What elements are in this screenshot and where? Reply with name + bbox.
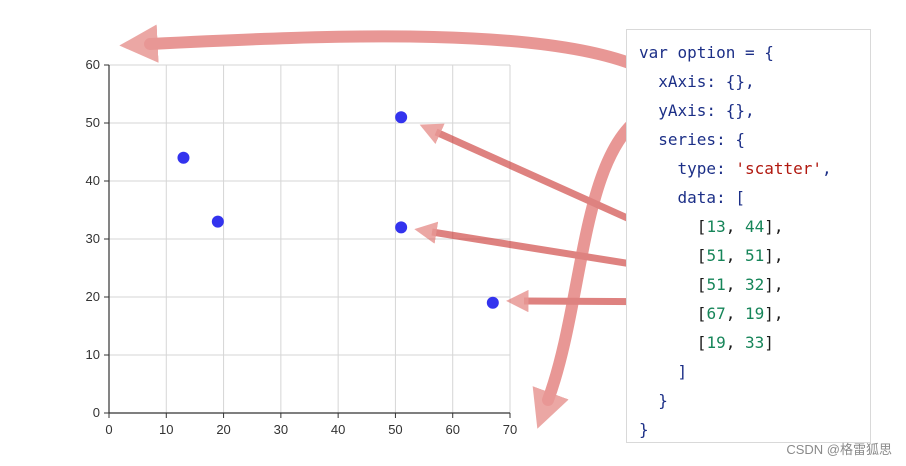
code-string: 'scatter' [735, 159, 823, 178]
code-number: 51 [744, 246, 765, 265]
code-line-data-close: ] [639, 357, 870, 386]
code-number: 19 [706, 333, 726, 352]
annotation-arrows [119, 24, 696, 429]
code-line-option: var option = { [639, 38, 870, 67]
code-text: yAxis: {}, [658, 101, 755, 120]
x-tick-label: 70 [503, 422, 517, 437]
code-text: , [725, 333, 745, 352]
code-number: 51 [706, 246, 726, 265]
code-text: [ [639, 333, 707, 352]
code-text: } [658, 391, 668, 410]
code-text: [ [639, 217, 707, 236]
code-text: , [725, 217, 745, 236]
code-text: xAxis: {}, [658, 72, 755, 91]
code-line-data-point: [51, 51], [639, 241, 870, 270]
watermark: CSDN @格雷狐思 [786, 442, 892, 457]
scatter-point [395, 111, 408, 124]
code-text: ] [764, 333, 774, 352]
code-line-yaxis: yAxis: {}, [639, 96, 870, 125]
code-text: ], [764, 246, 784, 265]
grid [109, 64, 511, 413]
x-tick-label: 0 [105, 422, 112, 437]
code-line-series: series: { [639, 125, 870, 154]
code-text: , [725, 246, 745, 265]
x-tick-label: 50 [388, 422, 402, 437]
code-text: [ [639, 246, 707, 265]
code-text: , [725, 275, 745, 294]
code-text: type: [677, 159, 736, 178]
x-tick-label: 60 [445, 422, 459, 437]
y-tick-label: 60 [86, 57, 100, 72]
arrow-option-to-chart [119, 24, 656, 78]
code-text: ] [677, 362, 688, 381]
scatter-point [211, 215, 224, 228]
tick-labels: 0 10 20 30 40 50 60 70 0 10 20 30 40 50 60 [86, 57, 518, 437]
x-tick-label: 20 [216, 422, 230, 437]
x-tick-label: 40 [331, 422, 345, 437]
code-text: , [822, 159, 832, 178]
code-line-series-close: } [639, 386, 870, 415]
scatter-point [395, 221, 408, 234]
code-line-data-point: [67, 19], [639, 299, 870, 328]
code-data-lines: [13, 44], [51, 51], [51, 32], [67, 19], … [639, 212, 870, 357]
scatter-point [177, 151, 190, 164]
code-number: 44 [744, 217, 765, 236]
code-number: 51 [706, 275, 726, 294]
code-text: [ [639, 304, 707, 323]
code-text: , [725, 304, 745, 323]
code-line-xaxis: xAxis: {}, [639, 67, 870, 96]
code-line-data-point: [51, 32], [639, 270, 870, 299]
code-panel: var option = { xAxis: {}, yAxis: {}, ser… [626, 29, 871, 443]
code-line-option-close: } [639, 415, 870, 444]
code-line-type: type: 'scatter', [639, 154, 870, 183]
scatter-point [486, 296, 499, 309]
code-number: 33 [744, 333, 765, 352]
x-tick-label: 30 [274, 422, 288, 437]
code-text: ], [764, 275, 784, 294]
y-tick-label: 0 [93, 405, 100, 420]
code-text: [ [639, 275, 707, 294]
code-line-data-point: [19, 33] [639, 328, 870, 357]
code-number: 13 [706, 217, 726, 236]
y-tick-label: 30 [86, 231, 100, 246]
y-tick-label: 20 [86, 289, 100, 304]
code-line-data: data: [ [639, 183, 870, 212]
code-text: var option = { [639, 43, 774, 62]
scatter-points [177, 111, 499, 309]
code-text: ], [764, 217, 784, 236]
axes [104, 64, 511, 418]
code-number: 32 [744, 275, 765, 294]
code-text: } [639, 420, 649, 439]
y-tick-label: 50 [86, 115, 100, 130]
code-line-data-point: [13, 44], [639, 212, 870, 241]
x-tick-label: 10 [159, 422, 173, 437]
code-text: series: { [658, 130, 745, 149]
code-text: data: [ [677, 188, 745, 207]
code-number: 67 [706, 304, 726, 323]
code-number: 19 [744, 304, 765, 323]
y-tick-label: 10 [86, 347, 100, 362]
arrow-yaxis-to-xaxis [532, 106, 654, 429]
code-text: ], [764, 304, 784, 323]
y-tick-label: 40 [86, 173, 100, 188]
